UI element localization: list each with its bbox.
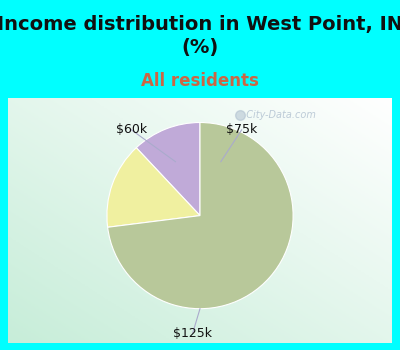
Text: $60k: $60k: [116, 123, 147, 136]
Text: $75k: $75k: [226, 123, 257, 136]
Text: $125k: $125k: [173, 327, 212, 340]
Wedge shape: [108, 122, 293, 309]
Wedge shape: [136, 122, 200, 216]
Text: Income distribution in West Point, IN
(%): Income distribution in West Point, IN (%…: [0, 15, 400, 57]
Text: City-Data.com: City-Data.com: [240, 110, 316, 120]
Wedge shape: [107, 148, 200, 227]
Text: All residents: All residents: [141, 72, 259, 90]
